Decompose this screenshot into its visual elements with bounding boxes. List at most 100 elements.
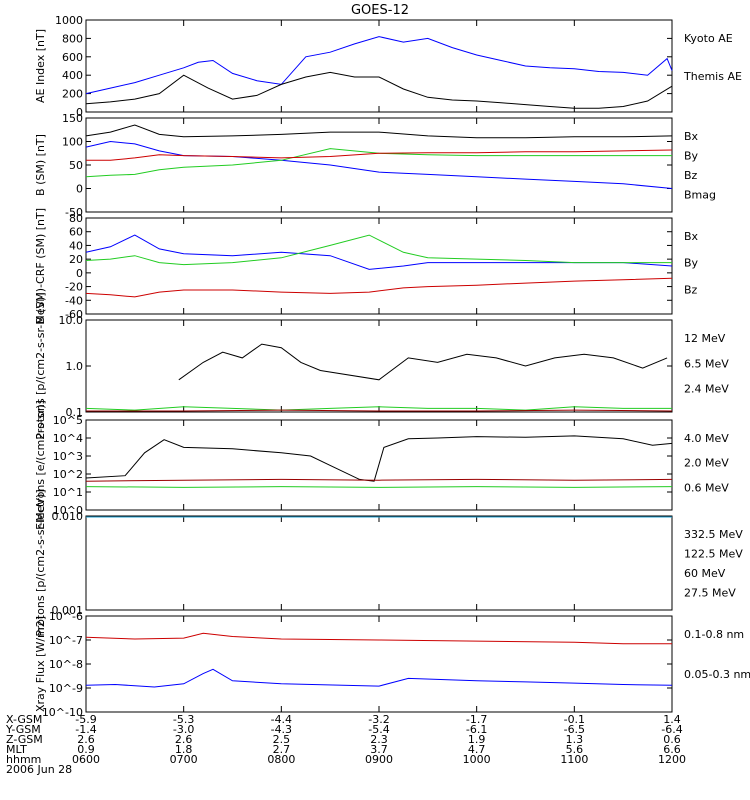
footer-cell-zgsm: 2.3 — [370, 733, 388, 746]
footer-cell-xgsm: -0.1 — [564, 713, 585, 726]
series-line-bmag — [85, 124, 673, 139]
y-tick-label: 80 — [69, 212, 83, 225]
legend-label: Themis AE — [683, 70, 742, 83]
legend-label: 0.1-0.8 nm — [684, 628, 744, 641]
y-tick-label: -60 — [65, 308, 83, 321]
y-tick-label: 10^-7 — [49, 634, 83, 647]
y-axis-label: Xray Flux [W/m2] — [34, 616, 47, 712]
y-tick-label: 1000 — [55, 14, 83, 27]
footer-row-label: X-GSM — [6, 713, 42, 726]
y-tick-label: 40 — [69, 239, 83, 252]
series-line-by — [85, 148, 672, 178]
y-tick-label: 200 — [62, 88, 83, 101]
panel-frame — [85, 217, 673, 315]
y-tick-label: 0.010 — [52, 510, 84, 523]
footer-cell-mlt: 4.7 — [468, 743, 486, 756]
legend-label: 6.5 MeV — [684, 357, 729, 370]
legend-label: 0.05-0.3 nm — [684, 668, 750, 681]
y-tick-label: 800 — [62, 32, 83, 45]
footer-cell-xgsm: -1.7 — [466, 713, 487, 726]
legend-label: 2.4 MeV — [684, 383, 729, 396]
panel-5: 10^0 10^1 10^2 10^3 10^4 10^5 Electrons [e/(cm… — [34, 400, 729, 530]
y-tick-label: 1.0 — [66, 360, 84, 373]
footer-row-label: 2006 Jun 28 — [6, 763, 72, 776]
footer-cell-zgsm: 2.5 — [273, 733, 291, 746]
y-tick-label: -40 — [65, 294, 83, 307]
y-axis-label: B (SM) [nT] — [34, 134, 47, 196]
legend-label: 4.0 MeV — [684, 432, 729, 445]
series-line-bx — [85, 234, 673, 270]
footer-cell-zgsm: 0.6 — [663, 733, 681, 746]
footer-cell-mlt: 6.6 — [663, 743, 681, 756]
panel-frame — [85, 615, 673, 713]
y-tick-label: 60 — [69, 226, 83, 239]
footer-cell-mlt: 1.8 — [175, 743, 193, 756]
footer-cell-ygsm: -6.1 — [466, 723, 487, 736]
series-line-by — [85, 234, 672, 266]
series-line-0-05-0-3-nm — [85, 668, 673, 688]
y-tick-label: 150 — [62, 112, 83, 125]
y-tick-label: -50 — [65, 206, 83, 219]
legend-label: 27.5 MeV — [684, 587, 736, 600]
legend-label: By — [684, 150, 699, 163]
y-tick-label: 10^-6 — [49, 610, 83, 623]
footer-cell-ygsm: -6.5 — [564, 723, 585, 736]
footer-cell-zgsm: 2.6 — [77, 733, 95, 746]
y-tick-label: 10^0 — [53, 504, 83, 517]
footer-cell-mlt: 5.6 — [566, 743, 584, 756]
panel-frame — [85, 19, 673, 113]
y-tick-label: 0 — [76, 183, 83, 196]
legend-label: 0.6 MeV — [684, 481, 729, 494]
series-line-4-0-mev — [85, 478, 673, 482]
panel-frame — [85, 319, 673, 413]
panel-2: -50 0 50 100 150 B (SM) [nT] Bx By Bz Bmag — [34, 112, 716, 219]
y-tick-label: 10.0 — [59, 314, 84, 327]
footer-cell-hhmm: 0800 — [267, 753, 295, 766]
chart-title: GOES-12 — [351, 3, 409, 18]
footer-row-label: MLT — [6, 743, 27, 756]
legend-label: Bx — [684, 130, 699, 143]
y-tick-label: 400 — [62, 69, 83, 82]
footer-cell-mlt: 2.7 — [273, 743, 291, 756]
series-line-kyoto-ae — [85, 36, 673, 95]
footer-cell-ygsm: -6.4 — [661, 723, 682, 736]
y-tick-label: 10^1 — [53, 486, 83, 499]
y-tick-label: 10^-9 — [49, 682, 83, 695]
y-tick-label: 50 — [69, 159, 83, 172]
footer-cell-hhmm: 0900 — [365, 753, 393, 766]
footer-cell-ygsm: -3.0 — [173, 723, 194, 736]
y-tick-label: 600 — [62, 51, 83, 64]
footer-cell-mlt: 3.7 — [370, 743, 388, 756]
y-tick-label: 20 — [69, 253, 83, 266]
footer-cell-xgsm: -3.2 — [368, 713, 389, 726]
series-line-2-0-mev — [85, 486, 673, 488]
y-tick-label: 0.001 — [52, 604, 84, 617]
legend-label: Bz — [684, 169, 698, 182]
series-line-0-1-0-8-nm — [85, 632, 672, 645]
series-line-bz — [86, 149, 673, 161]
y-tick-label: 10^3 — [53, 450, 83, 463]
series-line-themis-ae — [85, 71, 673, 109]
legend-label: 122.5 MeV — [684, 548, 743, 561]
series-line-6-5-mev — [85, 406, 672, 411]
y-tick-label: 10^-10 — [42, 706, 83, 719]
footer-cell-ygsm: -5.4 — [368, 723, 389, 736]
legend-label: Bz — [684, 283, 698, 296]
panel-6: 0.001 0.010 Protons [p/(cm2-s-sr-MeV)] 332.… — [34, 489, 743, 636]
footer-cell-hhmm: 1200 — [658, 753, 686, 766]
footer-cell-xgsm: 1.4 — [663, 713, 681, 726]
footer-cell-xgsm: -5.3 — [173, 713, 194, 726]
y-axis-label: AE Index [nT] — [34, 29, 47, 103]
legend-label: 332.5 MeV — [684, 528, 743, 541]
footer-row-label: Z-GSM — [6, 733, 43, 746]
footer-cell-ygsm: -4.3 — [271, 723, 292, 736]
footer-cell-hhmm: 1100 — [560, 753, 588, 766]
footer-cell-xgsm: -4.4 — [271, 713, 292, 726]
footer-cell-mlt: 0.9 — [77, 743, 95, 756]
y-tick-label: -20 — [65, 281, 83, 294]
y-tick-label: 0 — [76, 267, 83, 280]
footer-row-label: hhmm — [6, 753, 41, 766]
footer-cell-zgsm: 2.6 — [175, 733, 193, 746]
